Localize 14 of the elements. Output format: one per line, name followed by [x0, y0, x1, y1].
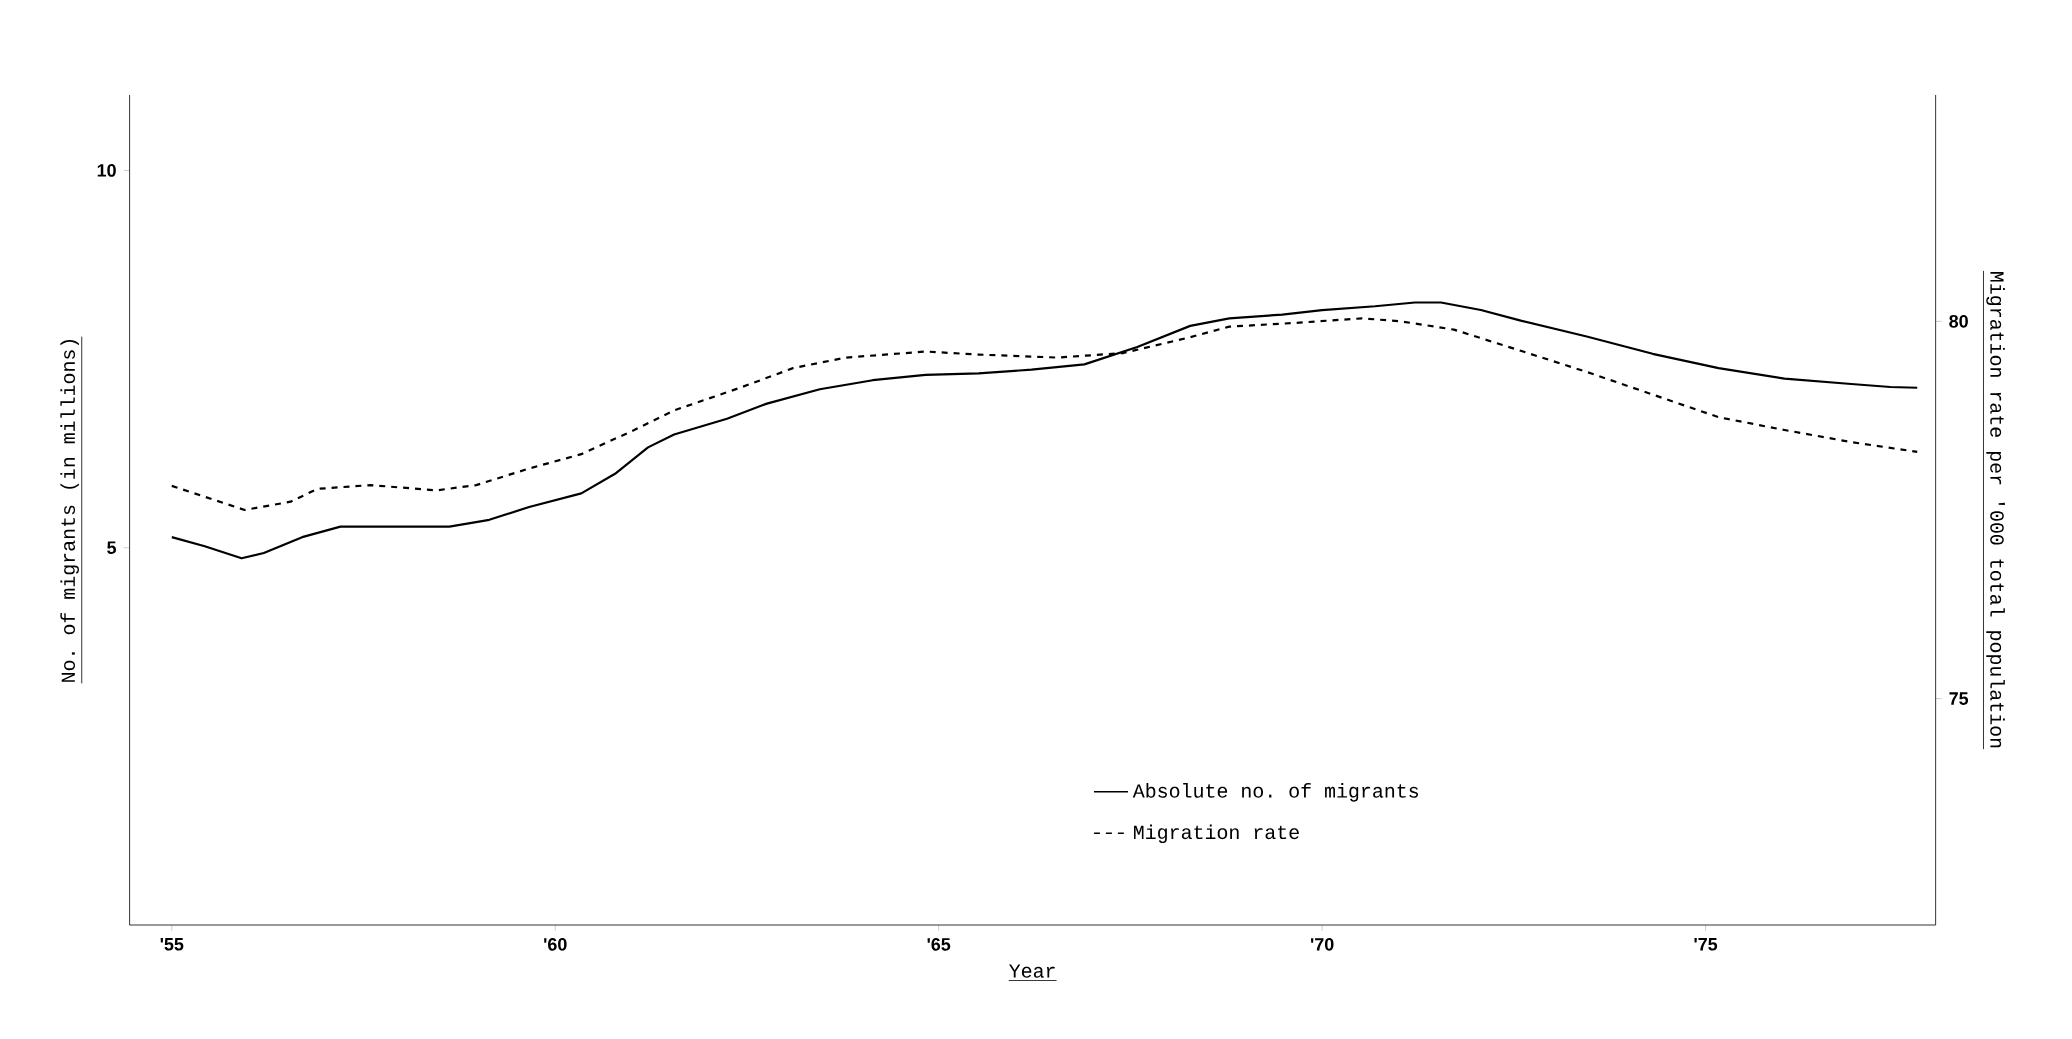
y-tick-label: 5: [107, 541, 117, 554]
x-tick-label: '70: [1310, 938, 1334, 951]
y-tick-label: 10: [97, 164, 116, 177]
y2-tick-label: 75: [1949, 692, 1969, 705]
x-tick-label: '55: [160, 938, 184, 951]
x-tick-label: '60: [544, 938, 567, 951]
y2-tick-label: 80: [1949, 315, 1968, 328]
y-axis-title: No. of migrants (in millions): [60, 340, 79, 682]
y2-axis-title: Migration rate per '000 total population: [1986, 272, 2005, 748]
x-tick-label: '75: [1694, 938, 1718, 951]
legend-label: Migration rate: [1134, 824, 1299, 844]
x-tick-label: '65: [927, 938, 951, 951]
x-axis-title: Year: [1009, 964, 1055, 978]
legend-label: Absolute no. of migrants: [1132, 783, 1419, 802]
